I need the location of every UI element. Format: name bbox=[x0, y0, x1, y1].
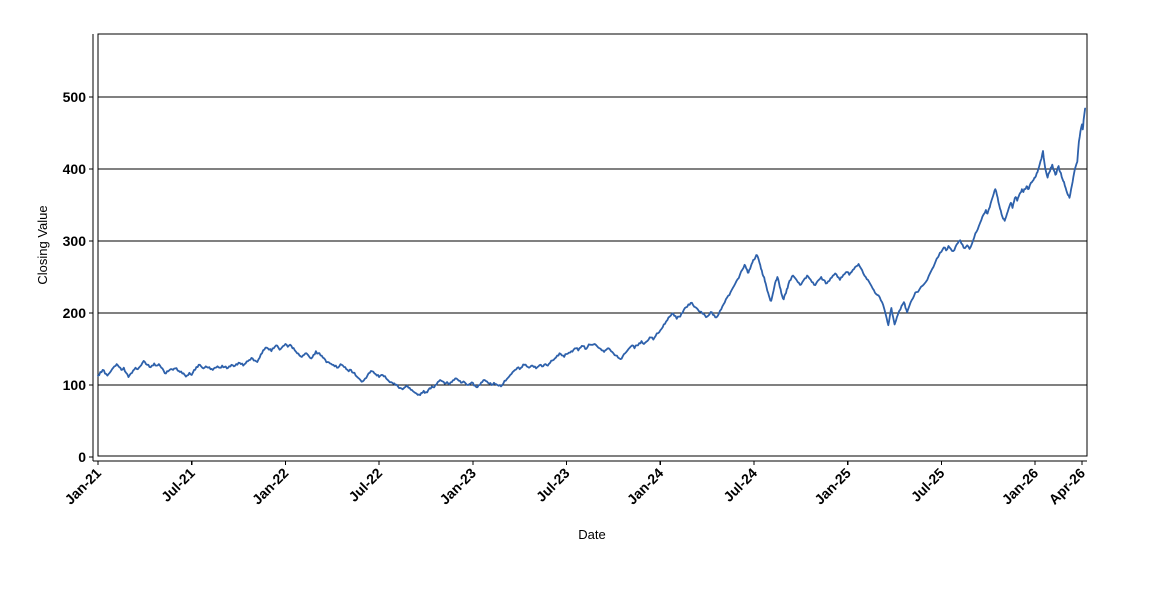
axis-layer: 0 100 200 300 400 500 Jan-21 Jul-21 Jan-22 Jul-22… bbox=[61, 33, 1088, 508]
x-tick-label: Jan-24 bbox=[624, 465, 667, 508]
x-tick-label: Jul-21 bbox=[158, 465, 198, 505]
y-tick-label: 300 bbox=[63, 233, 87, 249]
y-tick-label: 400 bbox=[63, 161, 87, 177]
y-tick-label: 100 bbox=[63, 377, 87, 393]
series-layer bbox=[97, 107, 1086, 396]
plot-border bbox=[97, 33, 1088, 457]
x-tick-label: Jan-22 bbox=[249, 465, 292, 508]
x-tick-label: Apr-26 bbox=[1045, 465, 1088, 508]
x-tick-label: Jul-25 bbox=[908, 465, 948, 505]
y-tick-label: 500 bbox=[63, 89, 87, 105]
y-tick-label: 0 bbox=[78, 449, 86, 465]
grid-layer bbox=[98, 96, 1087, 386]
x-tick-label: Jan-21 bbox=[61, 465, 104, 508]
x-tick-label: Jul-22 bbox=[345, 465, 385, 505]
x-axis-title: Date bbox=[578, 527, 605, 542]
x-tick-label: Jan-26 bbox=[999, 465, 1042, 508]
y-tick-label: 200 bbox=[63, 305, 87, 321]
x-tick-label: Jul-24 bbox=[720, 465, 760, 505]
x-tick-label: Jan-25 bbox=[811, 465, 854, 508]
x-tick-label: Jul-23 bbox=[533, 465, 573, 505]
y-axis-title: Closing Value bbox=[35, 205, 50, 284]
x-tick-label: Jan-23 bbox=[436, 465, 479, 508]
price-line bbox=[97, 107, 1086, 396]
